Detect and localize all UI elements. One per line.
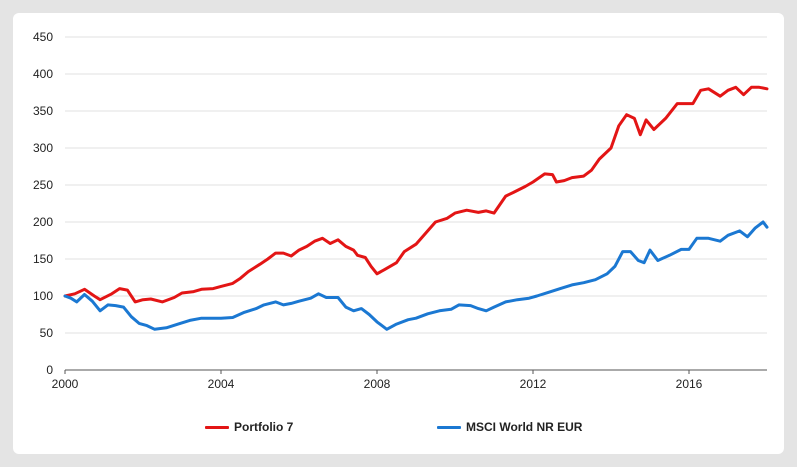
legend-label-portfolio-7: Portfolio 7: [234, 420, 294, 434]
y-tick-label: 150: [33, 252, 53, 266]
y-axis-ticks: 0 50 100 150 200 250 300 350 400 450: [33, 30, 53, 377]
legend-swatch-portfolio-7: [205, 425, 229, 429]
legend-item-msci-world: MSCI World NR EUR: [437, 420, 582, 434]
gridlines: [65, 36, 767, 334]
x-tick-label: 2000: [52, 377, 79, 391]
x-axis-ticks: 2000 2004 2008 2012 2016: [52, 370, 703, 391]
x-tick-label: 2004: [208, 377, 235, 391]
y-tick-label: 300: [33, 141, 53, 155]
legend-item-portfolio-7: Portfolio 7: [205, 420, 293, 434]
x-tick-label: 2012: [520, 377, 547, 391]
x-tick-label: 2016: [676, 377, 703, 391]
series-line-portfolio-7: [63, 85, 769, 304]
x-tick-label: 2008: [364, 377, 391, 391]
legend: Portfolio 7 MSCI World NR EUR: [13, 420, 784, 444]
legend-label-msci-world: MSCI World NR EUR: [466, 420, 583, 434]
series-lines: [63, 85, 769, 331]
chart-card: 0 50 100 150 200 250 300 350 400 450 2000 2004 2008…: [13, 13, 784, 454]
y-tick-label: 0: [46, 363, 53, 377]
y-tick-label: 450: [33, 30, 53, 44]
y-tick-label: 400: [33, 67, 53, 81]
y-tick-label: 350: [33, 104, 53, 118]
series-line-msci-world: [63, 220, 769, 331]
legend-swatch-msci-world: [437, 425, 461, 429]
line-chart: 0 50 100 150 200 250 300 350 400 450 2000 2004 2008…: [33, 30, 769, 391]
y-tick-label: 250: [33, 178, 53, 192]
y-tick-label: 200: [33, 215, 53, 229]
y-tick-label: 50: [40, 326, 54, 340]
y-tick-label: 100: [33, 289, 53, 303]
